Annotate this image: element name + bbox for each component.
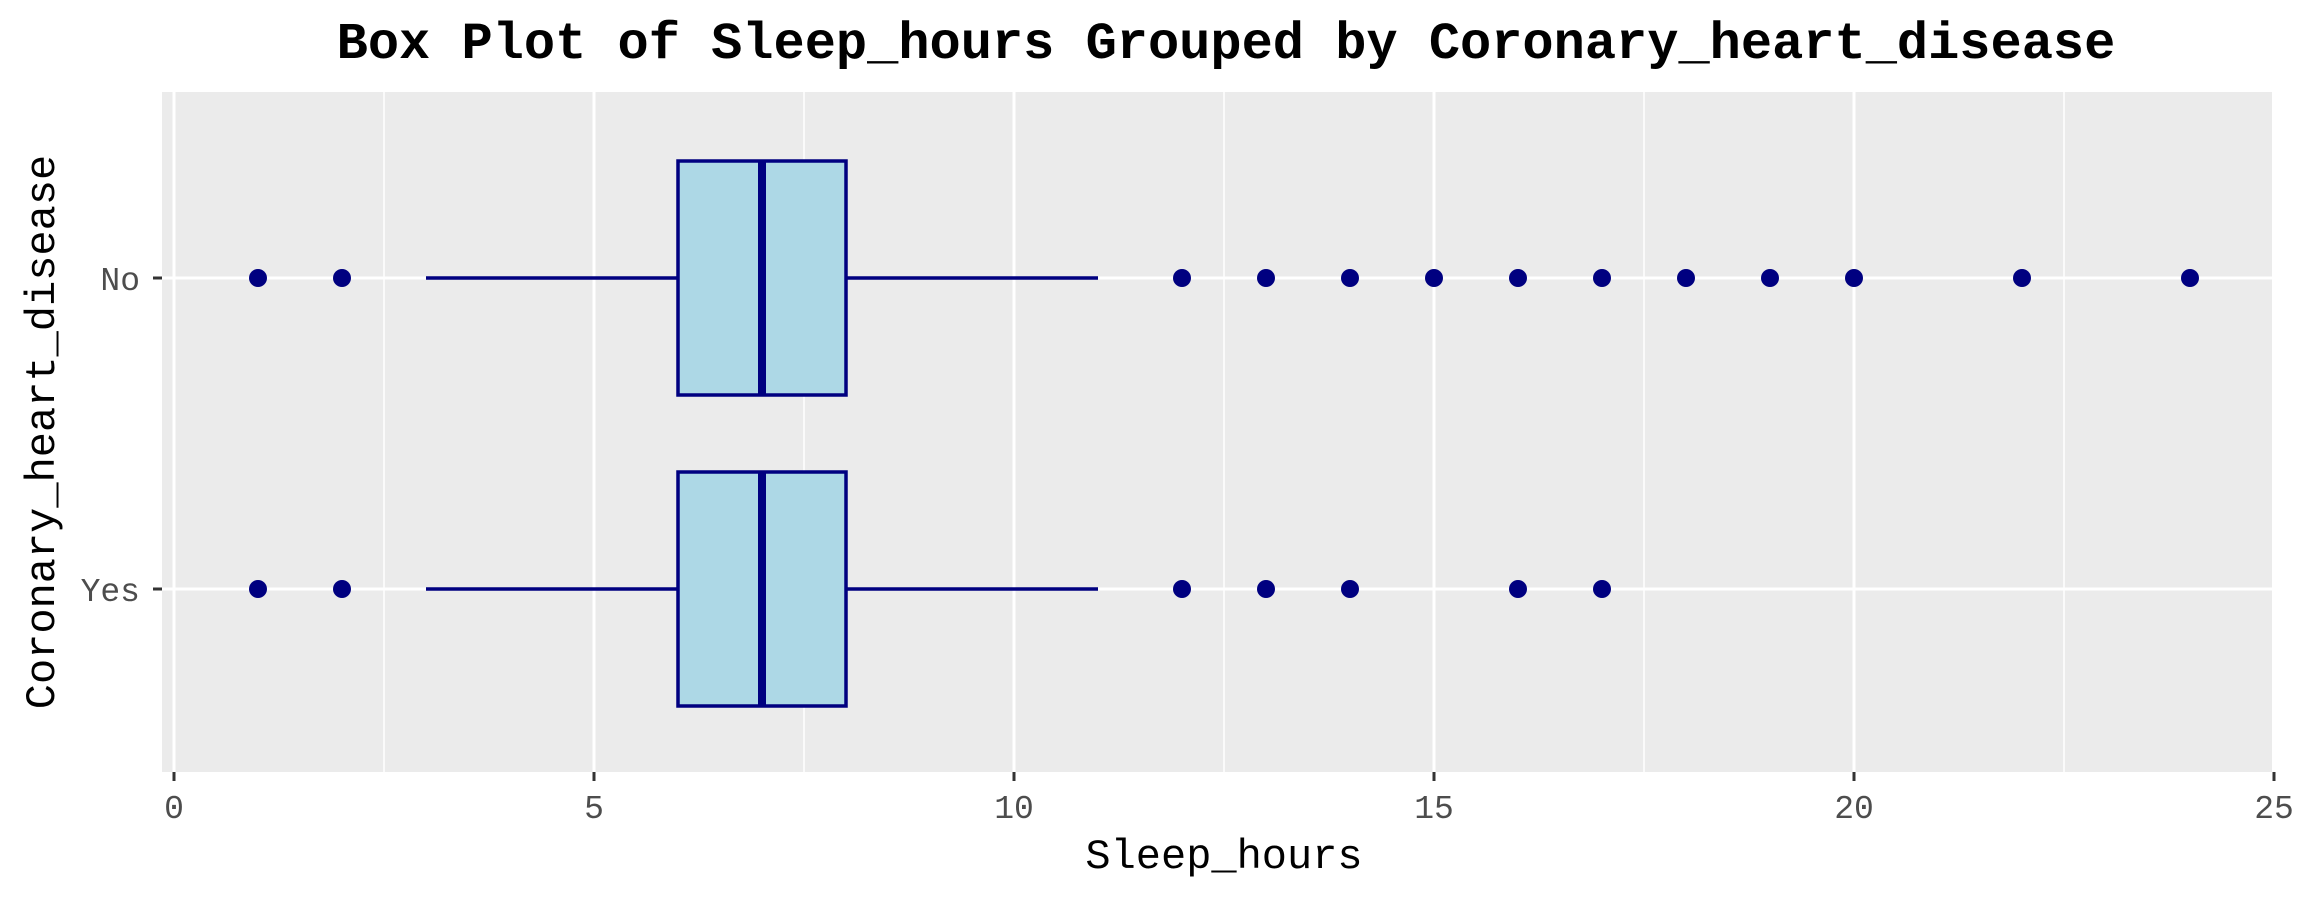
y-axis-title: Coronary_heart_disease: [19, 155, 67, 710]
x-tick-label: 25: [2254, 791, 2294, 828]
outlier-point: [1257, 269, 1275, 287]
outlier-point: [1341, 269, 1359, 287]
outlier-point: [1257, 580, 1275, 598]
outlier-point: [2013, 269, 2031, 287]
outlier-point: [1593, 269, 1611, 287]
chart-title: Box Plot of Sleep_hours Grouped by Coron…: [337, 15, 2116, 74]
outlier-point: [1509, 269, 1527, 287]
outlier-point: [1425, 269, 1443, 287]
outlier-point: [2181, 269, 2199, 287]
plot-panel: [162, 92, 2272, 772]
box-group-yes: [249, 470, 1611, 708]
y-tick-label: No: [100, 263, 140, 300]
y-tick-label: Yes: [81, 574, 140, 611]
outlier-point: [1173, 580, 1191, 598]
outlier-point: [1509, 580, 1527, 598]
outlier-point: [1593, 580, 1611, 598]
axis-layer: No Yes 0 5 10 15 20 25: [81, 263, 2294, 828]
outlier-point: [249, 580, 267, 598]
outlier-point: [333, 580, 351, 598]
box-layer: [249, 159, 2199, 708]
outlier-point: [1173, 269, 1191, 287]
x-tick-label: 10: [994, 791, 1034, 828]
outlier-point: [1341, 580, 1359, 598]
x-tick-label: 0: [164, 791, 184, 828]
outlier-point: [249, 269, 267, 287]
x-tick-label: 15: [1414, 791, 1454, 828]
outlier-point: [1761, 269, 1779, 287]
x-tick-label: 5: [584, 791, 604, 828]
outlier-point: [1677, 269, 1695, 287]
x-tick-label: 20: [1834, 791, 1874, 828]
outlier-point: [1845, 269, 1863, 287]
x-axis-title: Sleep_hours: [1085, 833, 1362, 881]
box-group-no: [249, 159, 2199, 397]
outlier-point: [333, 269, 351, 287]
